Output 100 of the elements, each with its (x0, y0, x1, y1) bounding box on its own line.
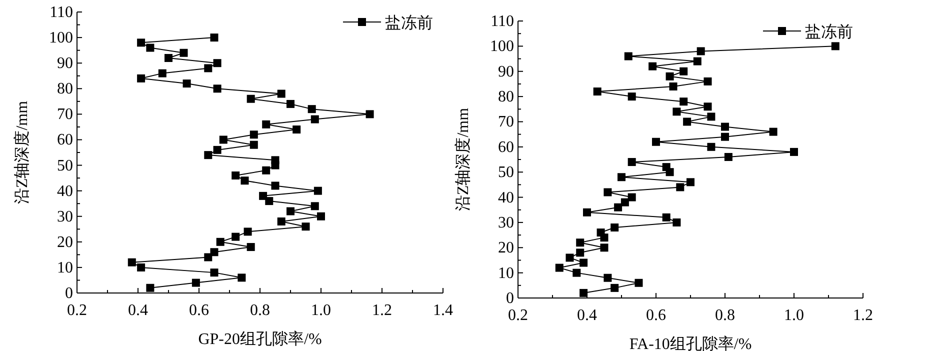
x-tick-label: 1.2 (372, 302, 392, 319)
x-axis-title: FA-10组孔隙率/% (629, 335, 752, 351)
point (662, 213, 670, 222)
point (666, 168, 674, 176)
point (210, 34, 218, 42)
y-tick-label: 50 (498, 164, 514, 182)
point (614, 203, 622, 212)
x-tick-label: 1.4 (433, 302, 453, 319)
y-tick-label: 80 (57, 80, 73, 98)
y-tick-label: 0 (65, 285, 73, 302)
y-tick-label: 70 (57, 106, 73, 124)
x-axis-title: GP-20组孔隙率/% (198, 330, 322, 348)
point (259, 192, 268, 200)
point (831, 42, 840, 50)
y-tick-label: 90 (57, 55, 73, 72)
point (648, 62, 657, 70)
point (696, 47, 705, 56)
point (128, 258, 136, 266)
point (593, 88, 602, 96)
x-tick-label: 0.6 (189, 302, 209, 319)
point (308, 105, 316, 114)
point (164, 54, 172, 62)
point (790, 148, 798, 156)
point (580, 288, 588, 297)
point (721, 132, 729, 141)
x-tick-label: 0.4 (128, 302, 148, 319)
y-tick-label: 80 (498, 88, 514, 106)
point (620, 198, 629, 206)
point (366, 110, 374, 118)
y-tick-label: 50 (57, 157, 73, 174)
point (704, 77, 712, 86)
point (310, 115, 319, 124)
point (669, 82, 678, 90)
point (769, 128, 778, 136)
point (204, 253, 212, 262)
point (724, 152, 732, 161)
point (262, 120, 270, 128)
y-tick-label: 20 (498, 240, 514, 257)
x-tick-label: 1.0 (311, 302, 331, 319)
point (192, 278, 200, 287)
y-tick-label: 10 (498, 264, 514, 282)
point (628, 92, 636, 101)
point (213, 146, 222, 154)
y-axis-title: 沿Z轴深度/mm (13, 100, 31, 204)
point (210, 248, 218, 256)
point (232, 232, 240, 241)
legend-label: 盐冻前 (385, 14, 433, 32)
y-tick-label: 30 (498, 214, 514, 232)
point (704, 102, 712, 111)
point (683, 118, 692, 126)
point (210, 268, 218, 277)
point (576, 248, 584, 257)
legend-label: 盐冻前 (805, 23, 853, 41)
x-tick-label: 0.6 (646, 307, 666, 324)
legend: 盐冻前 (762, 24, 853, 41)
point (604, 274, 612, 282)
point (246, 243, 255, 252)
point (628, 158, 636, 166)
legend: 盐冻前 (342, 15, 433, 32)
point (583, 208, 591, 216)
point (286, 207, 294, 216)
point (277, 90, 286, 98)
point (721, 122, 729, 131)
point (158, 69, 166, 78)
point (240, 176, 249, 185)
point (182, 80, 191, 88)
point (680, 98, 688, 106)
point (610, 284, 619, 292)
y-tick-label: 30 (57, 208, 73, 226)
point (146, 44, 154, 52)
point (232, 171, 240, 180)
point (652, 138, 660, 146)
point (680, 67, 688, 76)
point (204, 151, 212, 160)
point (310, 202, 319, 210)
point (216, 238, 224, 246)
y-tick-label: 90 (498, 63, 514, 80)
point (604, 188, 612, 196)
point (180, 48, 188, 57)
point (213, 84, 222, 93)
point (686, 178, 694, 186)
point (317, 212, 325, 220)
point (277, 217, 286, 226)
point (555, 264, 564, 272)
x-tick-label: 0.8 (715, 307, 735, 324)
point (600, 234, 608, 242)
point (634, 278, 643, 287)
y-axis-title: 沿Z轴深度/mm (454, 107, 472, 212)
point (572, 268, 581, 277)
y-tick-label: 20 (57, 234, 73, 251)
x-tick-label: 0.2 (67, 302, 87, 319)
x-tick-label: 1.2 (853, 307, 873, 324)
y-tick-label: 110 (490, 13, 514, 30)
y-tick-label: 40 (498, 189, 514, 206)
point (244, 228, 252, 236)
point (204, 64, 212, 72)
y-tick-label: 110 (50, 4, 73, 21)
point (666, 72, 674, 80)
point (707, 142, 716, 151)
point (271, 182, 280, 190)
